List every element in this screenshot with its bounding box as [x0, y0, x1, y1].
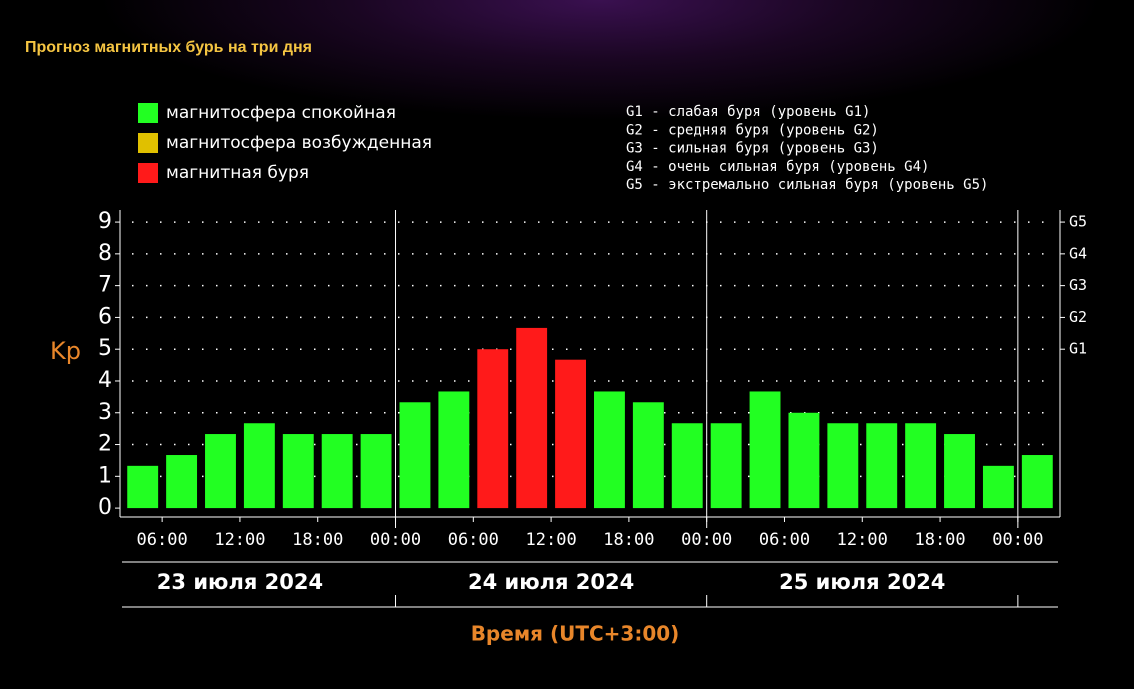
bar: [516, 327, 548, 509]
bar: [594, 391, 625, 509]
bar: [477, 349, 509, 509]
y2-tick-label: G3: [1069, 276, 1087, 294]
bar: [360, 434, 392, 509]
bar: [438, 391, 470, 509]
y2-tick-label: G1: [1069, 340, 1087, 358]
storm-level: G1 - слабая буря (уровень G1): [626, 104, 870, 120]
legend-label: магнитосфера возбужденная: [166, 133, 432, 153]
bar: [555, 359, 586, 509]
bar: [788, 412, 820, 509]
storm-level: G3 - сильная буря (уровень G3): [626, 141, 879, 157]
x-tick-label: 12:00: [837, 530, 888, 550]
y2-tick-label: G2: [1069, 308, 1087, 326]
bar: [321, 434, 353, 509]
bar: [905, 423, 937, 509]
day-label: 24 июля 2024: [468, 570, 634, 594]
bar: [671, 423, 703, 509]
bar: [749, 391, 781, 509]
y2-tick-label: G4: [1069, 244, 1087, 262]
bar: [282, 434, 314, 509]
y-tick-label: 6: [98, 304, 112, 329]
x-tick-label: 12:00: [214, 530, 265, 550]
bar: [710, 423, 742, 509]
bar: [399, 402, 431, 509]
bar: [127, 465, 159, 509]
bar: [866, 423, 898, 509]
y-tick-label: 4: [98, 368, 112, 393]
y-tick-label: 8: [98, 241, 112, 266]
bar: [982, 465, 1014, 509]
x-tick-label: 00:00: [992, 530, 1043, 550]
y2-tick-label: G5: [1069, 213, 1087, 231]
y-tick-label: 1: [98, 463, 112, 488]
y-axis-title: Kp: [50, 337, 81, 365]
day-label: 25 июля 2024: [779, 570, 945, 594]
x-tick-label: 06:00: [137, 530, 188, 550]
x-tick-label: 00:00: [681, 530, 732, 550]
legend-swatch: [138, 103, 158, 123]
y-tick-label: 7: [98, 273, 112, 298]
y-tick-label: 9: [98, 209, 112, 234]
bar: [827, 423, 859, 509]
bar: [243, 423, 275, 509]
legend-swatch: [138, 133, 158, 153]
bar: [944, 434, 975, 509]
storm-level: G5 - экстремально сильная буря (уровень …: [626, 177, 988, 193]
bar: [166, 455, 198, 509]
x-tick-label: 06:00: [448, 530, 499, 550]
legend-swatch: [138, 163, 158, 183]
chart-title: Прогноз магнитных бурь на три дня: [25, 39, 312, 56]
y-tick-label: 3: [98, 400, 112, 425]
legend-label: магнитная буря: [166, 163, 309, 183]
x-tick-label: 18:00: [914, 530, 965, 550]
x-tick-label: 12:00: [526, 530, 577, 550]
x-tick-label: 00:00: [370, 530, 421, 550]
bar: [1021, 455, 1053, 509]
bar: [632, 402, 664, 509]
y-tick-label: 0: [98, 495, 112, 520]
day-label: 23 июля 2024: [157, 570, 323, 594]
legend-label: магнитосфера спокойная: [166, 103, 396, 123]
storm-level: G2 - средняя буря (уровень G2): [626, 122, 879, 138]
x-axis-title: Время (UTC+3:00): [471, 622, 680, 646]
y-tick-label: 2: [98, 432, 112, 457]
x-tick-label: 18:00: [292, 530, 343, 550]
x-tick-label: 06:00: [759, 530, 810, 550]
x-tick-label: 18:00: [603, 530, 654, 550]
storm-level: G4 - очень сильная буря (уровень G4): [626, 159, 929, 175]
y-tick-label: 5: [98, 336, 112, 361]
bar: [205, 434, 236, 509]
